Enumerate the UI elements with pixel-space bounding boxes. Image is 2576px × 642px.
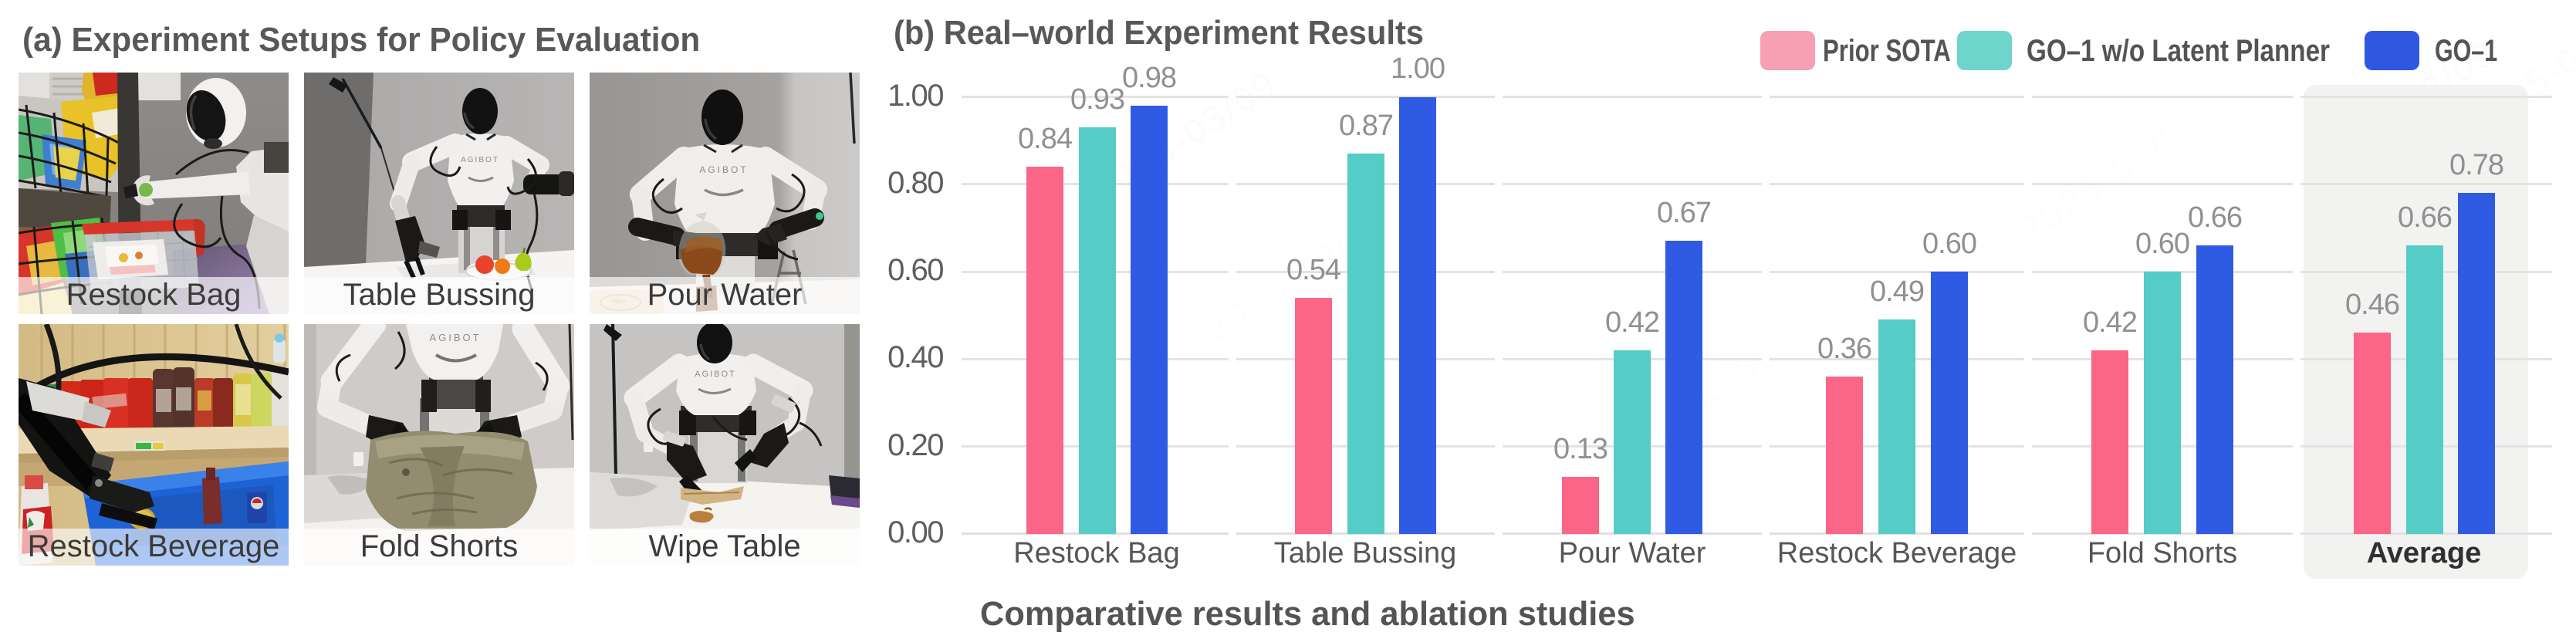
svg-text:AGIBOT: AGIBOT	[699, 164, 748, 175]
svg-text:AGIBOT: AGIBOT	[695, 370, 736, 379]
svg-text:AGIBOT: AGIBOT	[429, 332, 481, 343]
svg-text:AGIBOT: AGIBOT	[461, 156, 499, 164]
